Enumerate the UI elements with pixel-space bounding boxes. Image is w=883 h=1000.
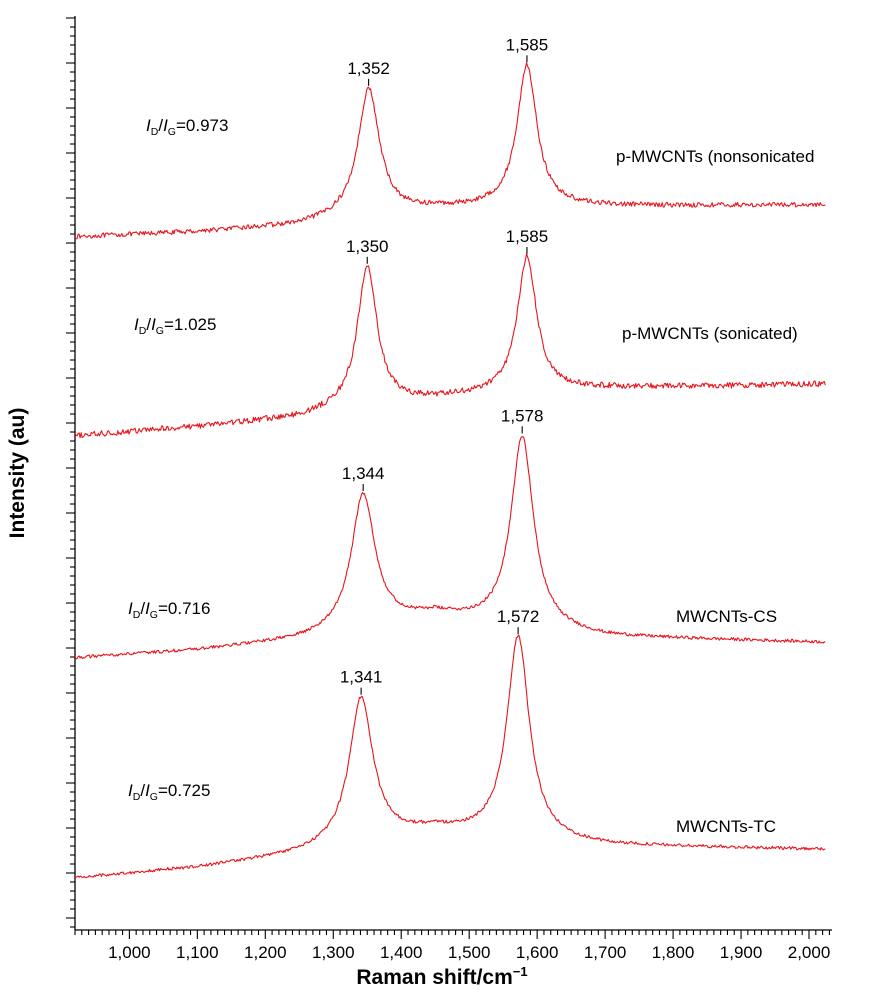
intensity-ratio-label: ID/IG=0.716 bbox=[128, 599, 210, 621]
spectra bbox=[75, 63, 825, 878]
x-tick-label: 1,400 bbox=[380, 943, 423, 962]
peak-label: 1,352 bbox=[347, 59, 390, 78]
peak-label: 1,344 bbox=[342, 464, 385, 483]
y-axis-ticks bbox=[66, 18, 75, 927]
y-axis-title: Intensity (au) bbox=[6, 408, 29, 539]
x-tick-label: 1,900 bbox=[720, 943, 763, 962]
sample-label: p-MWCNTs (sonicated) bbox=[622, 324, 798, 343]
x-axis-title-text: Raman shift/cm bbox=[356, 966, 512, 989]
intensity-ratio-label: ID/IG=1.025 bbox=[134, 315, 216, 337]
sample-label: MWCNTs-TC bbox=[676, 817, 776, 836]
peak-label: 1,585 bbox=[506, 35, 549, 54]
x-tick-label: 2,000 bbox=[788, 943, 831, 962]
spectrum-line bbox=[75, 254, 825, 438]
x-tick-label: 1,700 bbox=[584, 943, 627, 962]
peak-label: 1,585 bbox=[506, 227, 549, 246]
x-tick-label: 1,500 bbox=[448, 943, 491, 962]
x-tick-label: 1,800 bbox=[652, 943, 695, 962]
x-axis-title: Raman shift/cm−1 bbox=[356, 964, 527, 989]
intensity-ratio-label: ID/IG=0.725 bbox=[128, 781, 210, 803]
sample-label: p-MWCNTs (nonsonicated bbox=[616, 147, 814, 166]
intensity-ratio-label: ID/IG=0.973 bbox=[146, 116, 228, 138]
x-tick-label: 1,300 bbox=[312, 943, 355, 962]
spectrum-line bbox=[75, 635, 825, 878]
peak-label: 1,341 bbox=[340, 668, 383, 687]
peak-label: 1,572 bbox=[497, 607, 540, 626]
x-axis-title-superscript: −1 bbox=[513, 964, 528, 979]
peak-label: 1,350 bbox=[346, 237, 389, 256]
x-axis-ticks: 1,000 1,100 1,200 1,300 1,400 1,500 1,600 1,700… bbox=[75, 930, 830, 962]
x-tick-label: 1,200 bbox=[244, 943, 287, 962]
x-tick-label: 1,000 bbox=[108, 943, 151, 962]
sample-label: MWCNTs-CS bbox=[676, 607, 777, 626]
x-tick-label: 1,600 bbox=[516, 943, 559, 962]
annotations: 1,352 1,585 p-MWCNTs (nonsonicated ID/IG=0.… bbox=[128, 35, 814, 836]
x-tick-label: 1,100 bbox=[176, 943, 219, 962]
peak-label: 1,578 bbox=[501, 406, 544, 425]
